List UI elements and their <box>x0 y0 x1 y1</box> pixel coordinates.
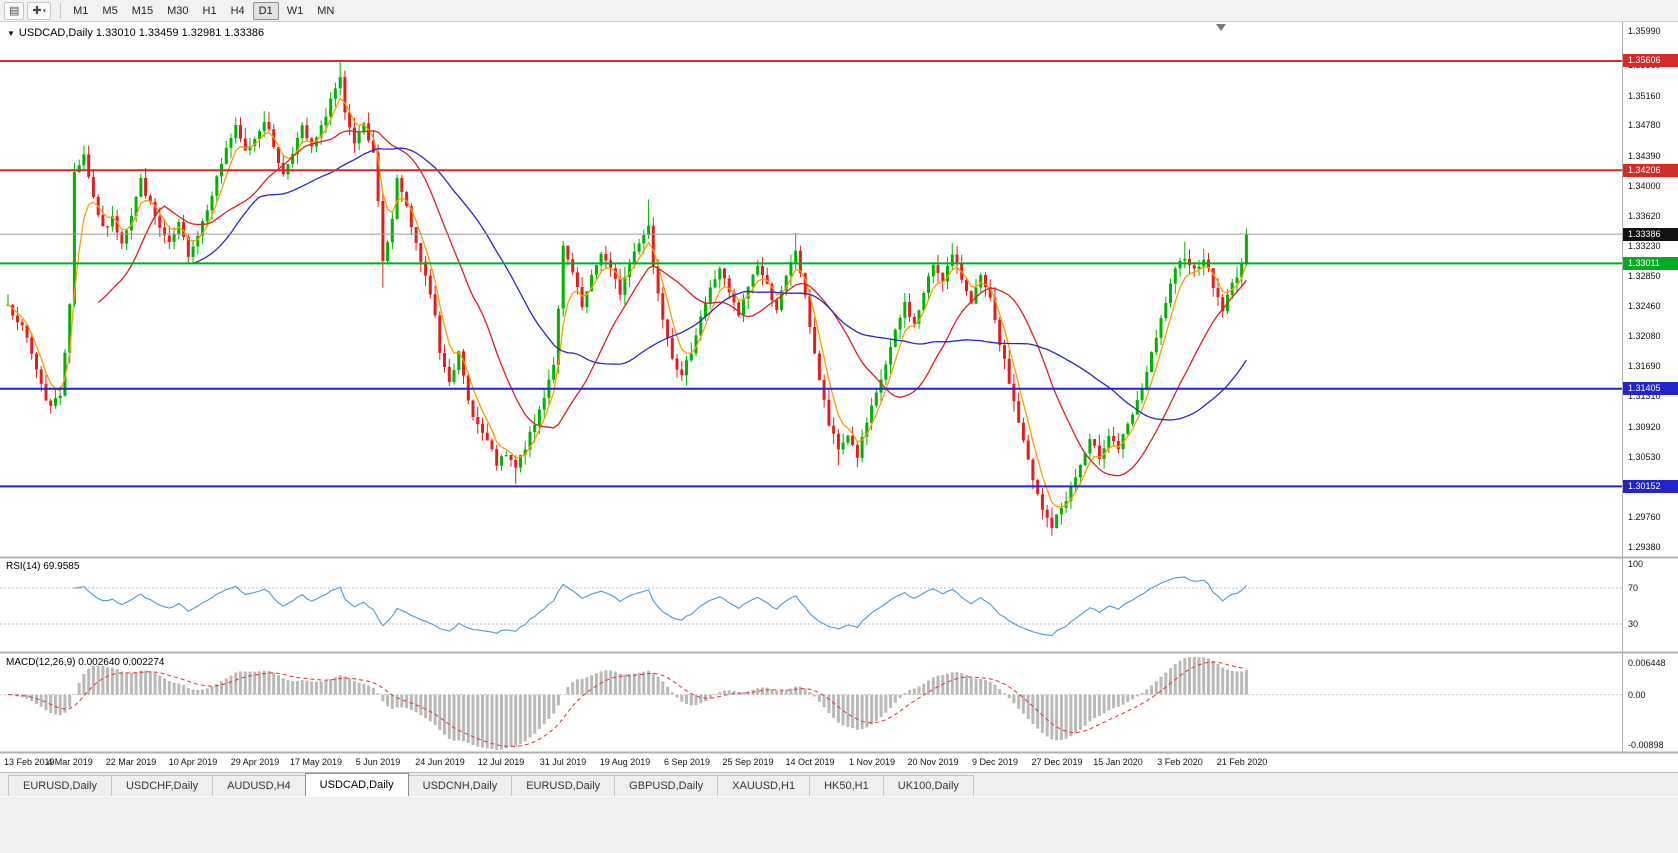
timeframe-button-w1[interactable]: W1 <box>286 4 304 17</box>
crosshair-glyph: ✚ <box>32 5 42 17</box>
chart-ohlc-text: USDCAD,Daily 1.33010 1.33459 1.32981 1.3… <box>18 27 265 39</box>
timeframe-button-m1[interactable]: M1 <box>73 4 89 17</box>
timeframe-button-m15[interactable]: M15 <box>131 4 154 17</box>
top-toolbar: ▤ ✚ ▾ M1 M5 M15 M30 H1 H4 D1 W1 MN <box>0 0 1678 22</box>
ma-line-5 <box>7 97 1248 508</box>
chart-tab-usdchf-daily[interactable]: USDCHF,Daily <box>110 775 214 796</box>
chart-tab-hk50-h1[interactable]: HK50,H1 <box>809 775 884 796</box>
chart-tab-eurusd-daily[interactable]: EURUSD,Daily <box>8 775 112 796</box>
chart-tab-usdcnh-daily[interactable]: USDCNH,Daily <box>407 775 513 796</box>
rsi-label: RSI(14) 69.9585 <box>6 561 80 572</box>
chart-tab-uk100-daily[interactable]: UK100,Daily <box>882 775 974 796</box>
ma-line-40 <box>192 147 1247 421</box>
chart-mode-icon[interactable]: ▤ <box>4 1 25 20</box>
chart-tab-usdcad-daily[interactable]: USDCAD,Daily <box>304 773 409 796</box>
rsi-line <box>74 576 1247 637</box>
chart-tab-eurusd-daily[interactable]: EURUSD,Daily <box>511 775 616 796</box>
timeframe-button-mn[interactable]: MN <box>317 4 335 17</box>
toolbar-separator <box>60 2 62 19</box>
timeframe-button-h1[interactable]: H1 <box>202 4 217 17</box>
chart-shift-marker[interactable] <box>1216 24 1226 31</box>
macd-histogram <box>11 657 1248 750</box>
candles <box>6 61 1248 536</box>
collapse-triangle-icon[interactable]: ▼ <box>7 28 15 38</box>
chart-tab-audusd-h4[interactable]: AUDUSD,H4 <box>212 775 306 796</box>
crosshair-icon[interactable]: ✚ ▾ <box>27 1 52 20</box>
status-bar <box>0 796 1678 853</box>
timeframe-button-d1[interactable]: D1 <box>252 1 279 20</box>
macd-signal-line <box>7 661 1247 747</box>
dropdown-caret-icon: ▾ <box>42 7 47 15</box>
chart-caption: ▼ USDCAD,Daily 1.33010 1.33459 1.32981 1… <box>7 27 264 39</box>
timeframe-button-m5[interactable]: M5 <box>102 4 118 17</box>
chart-tab-bar: EURUSD,Daily USDCHF,Daily AUDUSD,H4 USDCAD,… <box>0 772 1678 796</box>
chart-glyph: ▤ <box>9 5 20 17</box>
timeframe-bar: M1 M5 M15 M30 H1 H4 D1 W1 MN <box>67 1 342 20</box>
chart-tab-gbpusd-daily[interactable]: GBPUSD,Daily <box>614 775 719 796</box>
ma-line-20 <box>97 130 1247 477</box>
macd-label: MACD(12,26,9) 0.002640 0.002274 <box>6 657 165 668</box>
timeframe-button-h4[interactable]: H4 <box>230 4 245 17</box>
timeframe-button-m30[interactable]: M30 <box>167 4 189 17</box>
chart-tab-xauusd-h1[interactable]: XAUUSD,H1 <box>717 775 811 796</box>
